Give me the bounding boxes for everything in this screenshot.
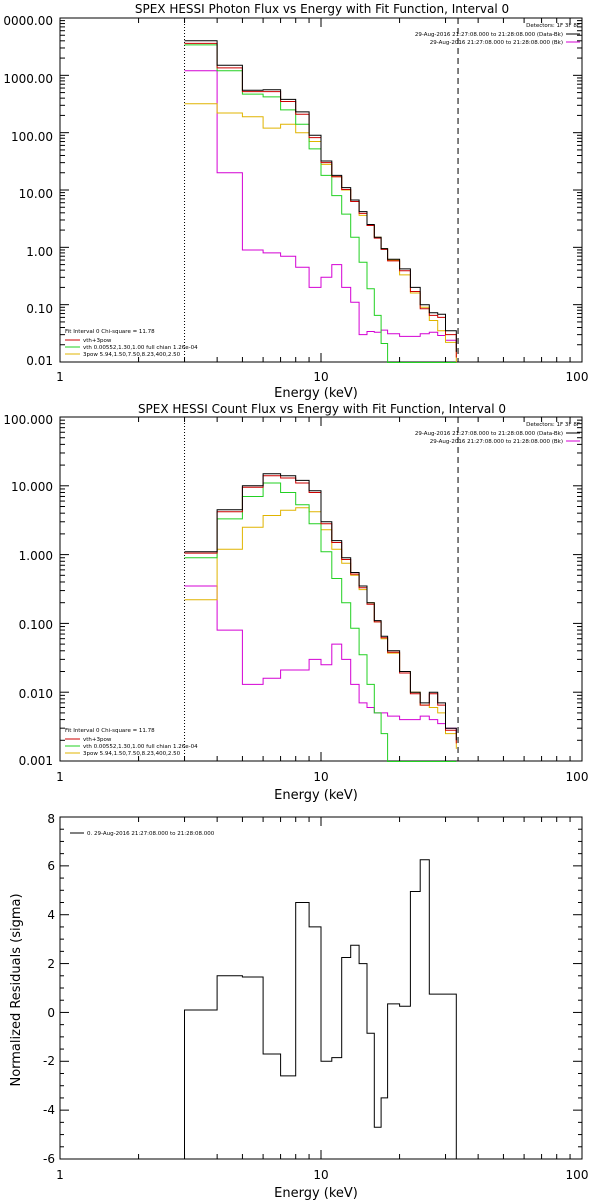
- x-tick-label: 100: [566, 770, 589, 784]
- panel-photon-flux: SPEX HESSI Photon Flux vs Energy with Fi…: [3, 2, 588, 401]
- x-tick-label: 1: [56, 770, 64, 784]
- x-tick-label: 1: [56, 370, 64, 384]
- x-tick-label: 1: [56, 1168, 64, 1182]
- y-tick-label: 0.001: [19, 754, 53, 768]
- y-tick-label: 0.010: [19, 687, 53, 701]
- y-tick-label: 0.01: [26, 354, 53, 368]
- legend-vth-3pow: vth+3pow: [83, 737, 112, 743]
- panel3-ticks: [59, 816, 583, 1160]
- legend-detectors: Detectors: 1F 3F 8F: [526, 422, 580, 428]
- series-magenta-histogram: [184, 70, 457, 348]
- panel1-frame: [59, 17, 583, 363]
- panel3-x-axis-label: Energy (keV): [274, 1186, 358, 1200]
- x-tick-label: 100: [566, 370, 589, 384]
- series-black-histogram: [184, 40, 457, 352]
- y-tick-label: -2: [43, 1054, 55, 1068]
- series-black-histogram: [184, 473, 457, 741]
- x-tick-label: 10: [313, 770, 328, 784]
- panel3-x-tick-labels: 1 10 100: [56, 1168, 588, 1182]
- legend-detectors: Detectors: 1F 3F 8F: [526, 23, 580, 29]
- y-tick-label: 6: [47, 859, 55, 873]
- legend-3pow: 3pow 5.94,1.50,7.50,8.23,400,2.50: [83, 352, 181, 358]
- y-tick-label: 100.00: [11, 130, 53, 144]
- x-tick-label: 100: [566, 1168, 589, 1182]
- legend-fit-interval: Fit Interval 0 Chi-square = 11.78: [65, 728, 155, 734]
- legend-data-bk: 29-Aug-2016 21:27:08.000 to 21:28:08.000…: [415, 32, 563, 38]
- panel1-series: [184, 40, 457, 363]
- legend-bk: 29-Aug-2016 21:27:08.000 to 21:28:08.000…: [430, 439, 563, 445]
- panel1-x-axis-label: Energy (keV): [274, 386, 358, 401]
- panel1-title: SPEX HESSI Photon Flux vs Energy with Fi…: [135, 2, 509, 16]
- panel1-legend-top: Detectors: 1F 3F 8F 29-Aug-2016 21:27:08…: [415, 23, 580, 46]
- y-tick-label: 100.000: [3, 413, 53, 427]
- panel2-x-tick-labels: 1 10 100: [56, 770, 588, 784]
- legend-residual-interval: 0. 29-Aug-2016 21:27:08.000 to 21:28:08.…: [87, 831, 215, 837]
- x-tick-label: 10: [313, 1168, 328, 1182]
- y-tick-label: 1000.00: [3, 72, 53, 86]
- panel1-x-tick-labels: 1 10 100: [56, 370, 588, 384]
- panel1-y-tick-labels: 0.01 0.10 1.00 10.00 100.00 1000.00 0000…: [3, 14, 53, 368]
- panel2-legend-bottom: Fit Interval 0 Chi-square = 11.78 vth+3p…: [65, 728, 198, 757]
- panel-count-flux: SPEX HESSI Count Flux vs Energy with Fit…: [3, 402, 588, 803]
- legend-data-bk: 29-Aug-2016 21:27:08.000 to 21:28:08.000…: [415, 431, 563, 437]
- panel2-frame: [59, 416, 583, 762]
- y-tick-label: 1.00: [26, 245, 53, 259]
- legend-vth: vth 0.00552,1.30,1.00 full chian 1.26e-0…: [83, 744, 198, 750]
- y-tick-label: 0000.00: [3, 14, 53, 28]
- legend-fit-interval: Fit Interval 0 Chi-square = 11.78: [65, 329, 155, 335]
- y-tick-label: 1.000: [19, 549, 53, 563]
- series-black-histogram: [184, 859, 457, 1159]
- panel2-series: [184, 473, 457, 762]
- panel1-ticks: [59, 17, 583, 363]
- panel3-legend: 0. 29-Aug-2016 21:27:08.000 to 21:28:08.…: [70, 831, 215, 837]
- panel2-x-axis-label: Energy (keV): [274, 788, 358, 803]
- panel2-legend-top: Detectors: 1F 3F 8F 29-Aug-2016 21:27:08…: [415, 422, 580, 445]
- legend-vth: vth 0.00552,1.30,1.00 full chian 1.26e-0…: [83, 345, 198, 351]
- panel2-ticks: [59, 416, 583, 762]
- legend-vth-3pow: vth+3pow: [83, 338, 112, 344]
- panel3-series: [184, 859, 457, 1159]
- y-tick-label: 10.00: [19, 187, 53, 201]
- legend-3pow: 3pow 5.94,1.50,7.50,8.23,400,2.50: [83, 751, 181, 757]
- series-magenta-histogram: [184, 585, 457, 734]
- series-red-histogram: [184, 42, 457, 358]
- y-tick-label: 8: [47, 812, 55, 826]
- y-tick-label: 0.10: [26, 302, 53, 316]
- y-tick-label: -6: [43, 1152, 55, 1166]
- legend-bk: 29-Aug-2016 21:27:08.000 to 21:28:08.000…: [430, 40, 563, 46]
- series-yellow-histogram: [184, 507, 457, 749]
- series-green-histogram: [184, 44, 457, 363]
- y-tick-label: 10.000: [11, 480, 53, 494]
- panel2-fit-range-lines: [184, 417, 459, 761]
- y-tick-label: 0.100: [19, 618, 53, 632]
- y-tick-label: 4: [47, 908, 55, 922]
- y-tick-label: 2: [47, 957, 55, 971]
- series-red-histogram: [184, 475, 457, 744]
- panel1-legend-bottom: Fit Interval 0 Chi-square = 11.78 vth+3p…: [65, 329, 198, 358]
- series-yellow-histogram: [184, 103, 457, 362]
- y-tick-label: 0: [47, 1006, 55, 1020]
- panel-residuals: -6 -4 -2 0 2 4 6 8 1 10 100 Energy (keV)…: [9, 812, 588, 1200]
- panel3-y-axis-label: Normalized Residuals (sigma): [9, 893, 24, 1086]
- panel2-title: SPEX HESSI Count Flux vs Energy with Fit…: [138, 402, 506, 416]
- panel1-fit-range-lines: [184, 18, 459, 362]
- panel3-y-tick-labels: -6 -4 -2 0 2 4 6 8: [43, 812, 55, 1166]
- panel2-y-tick-labels: 0.001 0.010 0.100 1.000 10.000 100.000: [3, 413, 53, 768]
- y-tick-label: -4: [43, 1103, 55, 1117]
- series-green-histogram: [184, 482, 457, 762]
- x-tick-label: 10: [313, 370, 328, 384]
